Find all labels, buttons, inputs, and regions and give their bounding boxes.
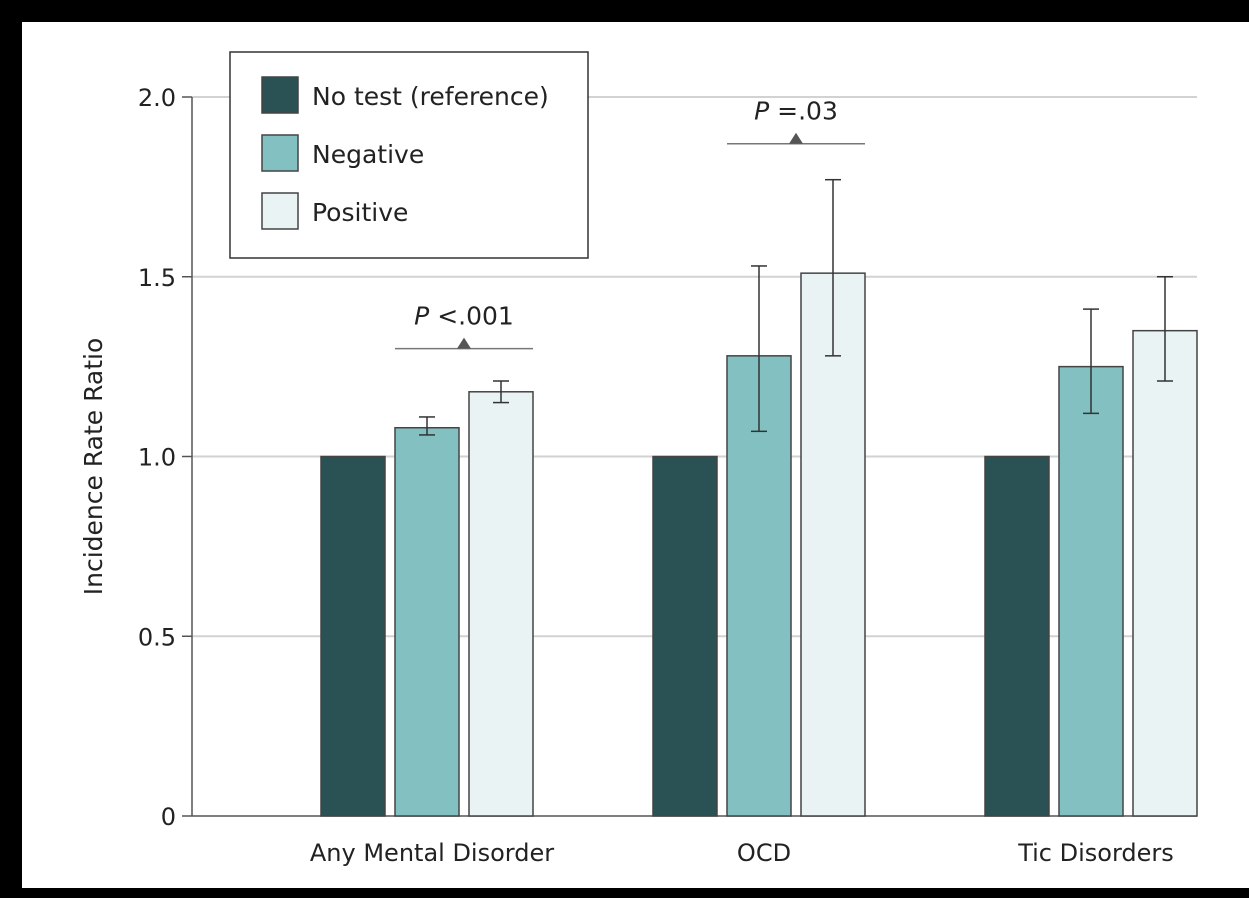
p-value-label: P <.001	[414, 302, 514, 331]
p-value-text: <.001	[429, 302, 514, 331]
bar	[1132, 329, 1198, 817]
comparison-marker	[457, 337, 471, 349]
legend-swatch	[261, 134, 299, 172]
chart-canvas: P <.001 P =.03 0 0.5 1.0 1.5 2.0 Incidence Rat…	[22, 22, 1249, 888]
y-tick-label: 1.5	[138, 264, 176, 292]
error-bars	[419, 178, 1173, 436]
y-tick-label: 2.0	[138, 84, 176, 112]
p-symbol: P	[414, 302, 430, 331]
bar	[1058, 365, 1124, 817]
p-symbol: P	[754, 97, 770, 126]
comparison-marker	[789, 132, 803, 144]
labels: 0 0.5 1.0 1.5 2.0 Incidence Rate Ratio Any Men…	[79, 84, 1174, 867]
legend-swatch	[261, 192, 299, 230]
category-label: Tic Disorders	[1017, 839, 1174, 867]
bar	[394, 426, 460, 817]
y-tick-label: 0.5	[138, 623, 176, 651]
bar	[726, 355, 792, 817]
category-label: Any Mental Disorder	[310, 839, 554, 867]
bar	[468, 391, 534, 817]
legend-label: Positive	[312, 198, 408, 227]
bars	[320, 272, 1198, 817]
legend-swatch	[261, 76, 299, 114]
legend-label: Negative	[312, 140, 424, 169]
bar	[984, 455, 1050, 817]
category-label: OCD	[737, 839, 791, 867]
y-axis-title: Incidence Rate Ratio	[79, 338, 108, 596]
y-tick-label: 1.0	[138, 444, 176, 472]
bar	[652, 455, 718, 817]
bar	[320, 455, 386, 817]
p-value-label: P =.03	[754, 97, 838, 126]
p-value-text: =.03	[769, 97, 838, 126]
legend: No test (reference) Negative Positive	[229, 51, 589, 259]
y-tick-label: 0	[161, 803, 176, 831]
legend-label: No test (reference)	[312, 82, 549, 111]
